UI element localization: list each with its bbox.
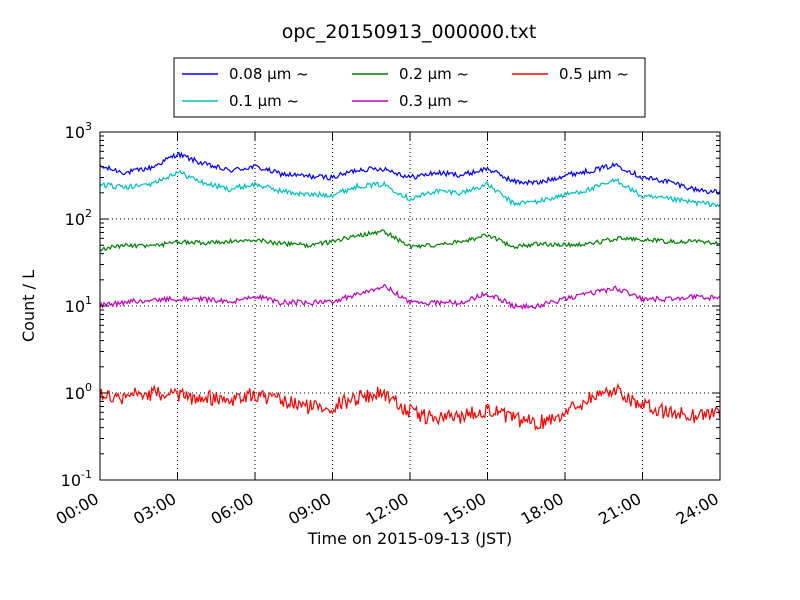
y-tick-exponent: 0 xyxy=(85,381,92,394)
y-tick-exponent: 3 xyxy=(85,120,92,133)
y-tick-label: 103 xyxy=(65,120,92,142)
legend-label: 0.2 μm ~ xyxy=(399,65,469,83)
y-tick-label: 102 xyxy=(65,207,92,229)
y-tick-label: 10-1 xyxy=(61,468,92,490)
series-line xyxy=(99,229,721,252)
x-tick-label: 06:00 xyxy=(208,489,257,529)
x-tick-label: 24:00 xyxy=(673,489,722,529)
legend-label: 0.3 μm ~ xyxy=(399,92,469,110)
legend: 0.08 μm ~ 0.1 μm ~ 0.2 μm ~ 0.3 μm ~ 0.5 μm … xyxy=(173,57,646,118)
y-tick-base: 10 xyxy=(65,297,85,316)
grid-lines xyxy=(100,132,720,480)
y-tick-label: 100 xyxy=(65,381,92,403)
x-tick-labels: 00:00 03:00 06:00 09:00 12:00 15:00 18:00 21:00… xyxy=(53,489,722,529)
chart-title: opc_20150913_000000.txt xyxy=(282,21,537,43)
x-tick-label: 09:00 xyxy=(285,489,334,529)
y-axis-label: Count / L xyxy=(19,270,38,342)
legend-label: 0.08 μm ~ xyxy=(229,65,309,83)
x-tick-label: 18:00 xyxy=(518,489,567,529)
x-tick-label: 12:00 xyxy=(363,489,412,529)
series-line xyxy=(99,283,721,311)
series-line xyxy=(99,151,721,195)
y-tick-exponent: 1 xyxy=(85,294,92,307)
legend-frame xyxy=(173,57,646,118)
y-tick-label: 101 xyxy=(65,294,92,316)
x-tick-label: 03:00 xyxy=(130,489,179,529)
x-axis-label: Time on 2015-09-13 (JST) xyxy=(307,529,512,548)
legend-label: 0.1 μm ~ xyxy=(229,92,299,110)
x-tick-label: 00:00 xyxy=(53,489,102,529)
plot-area-frame xyxy=(99,131,721,481)
y-tick-exponent: -1 xyxy=(81,468,92,481)
y-tick-base: 10 xyxy=(61,471,81,490)
series-line xyxy=(99,169,721,208)
x-tick-label: 15:00 xyxy=(440,489,489,529)
y-tick-base: 10 xyxy=(65,123,85,142)
legend-label: 0.5 μm ~ xyxy=(559,65,629,83)
series-line xyxy=(99,382,721,431)
series-lines xyxy=(99,151,721,431)
x-tick-label: 21:00 xyxy=(595,489,644,529)
y-tick-base: 10 xyxy=(65,384,85,403)
y-tick-base: 10 xyxy=(65,210,85,229)
y-tick-exponent: 2 xyxy=(85,207,92,220)
